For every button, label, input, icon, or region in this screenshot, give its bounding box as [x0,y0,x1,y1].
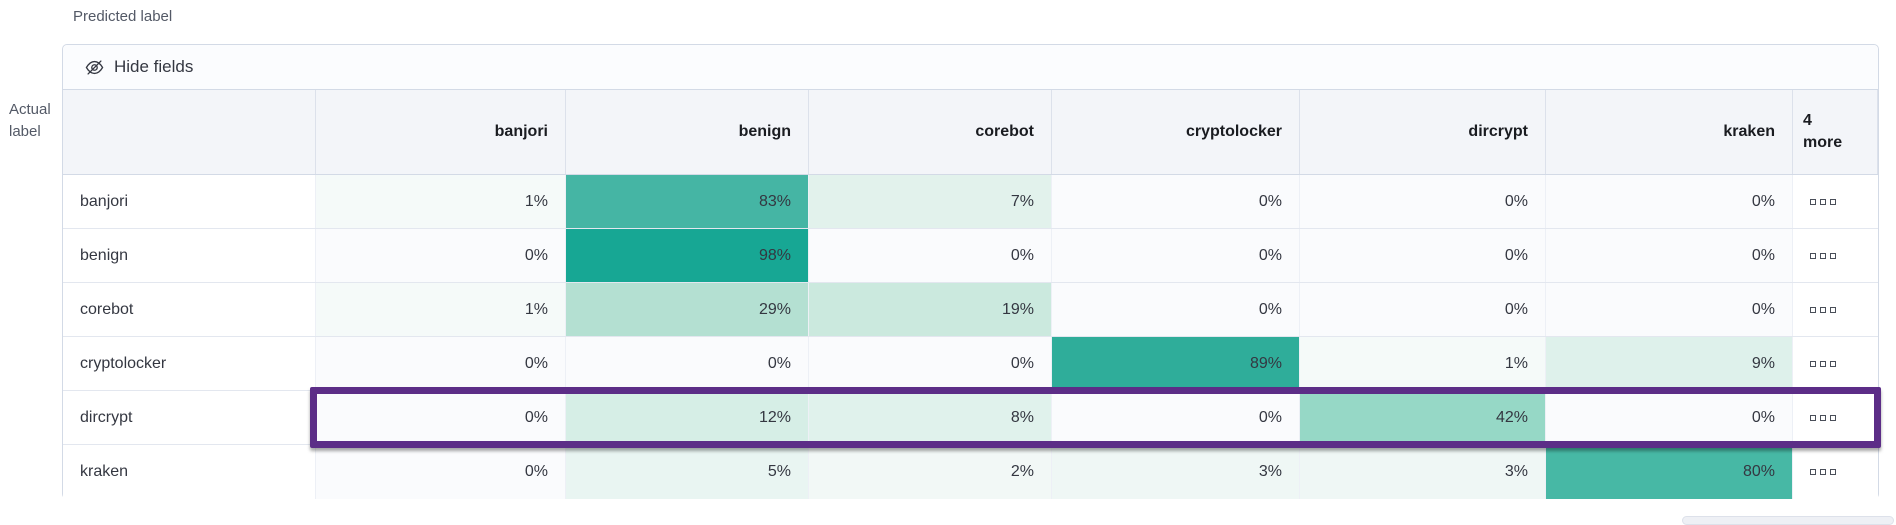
matrix-cell[interactable]: 83% [566,175,809,228]
matrix-cell[interactable]: 0% [1052,391,1300,444]
row-actions-button[interactable] [1793,337,1878,390]
row-label[interactable]: banjori [63,175,316,228]
matrix-cell[interactable]: 0% [1300,229,1546,282]
boxes-horizontal-icon [1810,252,1836,259]
matrix-cell[interactable]: 29% [566,283,809,336]
matrix-cell[interactable]: 3% [1052,445,1300,499]
matrix-cell[interactable]: 89% [1052,337,1300,390]
row-label[interactable]: benign [63,229,316,282]
matrix-cell[interactable]: 8% [809,391,1052,444]
matrix-cell[interactable]: 0% [316,229,566,282]
table-row-corebot: corebot 1% 29% 19% 0% 0% 0% [63,283,1878,337]
column-header-cryptolocker[interactable]: cryptolocker [1052,90,1300,174]
matrix-cell[interactable]: 42% [1300,391,1546,444]
column-header-benign[interactable]: benign [566,90,809,174]
matrix-cell[interactable]: 0% [809,337,1052,390]
matrix-cell[interactable]: 0% [1546,283,1793,336]
row-actions-button[interactable] [1793,175,1878,228]
more-columns-button[interactable]: 4 more [1793,90,1878,174]
matrix-cell[interactable]: 80% [1546,445,1793,499]
table-row-cryptolocker: cryptolocker 0% 0% 0% 89% 1% 9% [63,337,1878,391]
matrix-cell[interactable]: 5% [566,445,809,499]
boxes-horizontal-icon [1810,198,1836,205]
hide-fields-label: Hide fields [114,57,194,76]
matrix-cell[interactable]: 2% [809,445,1052,499]
row-actions-button[interactable] [1793,283,1878,336]
corner-header-cell [63,90,316,174]
matrix-cell[interactable]: 0% [1300,283,1546,336]
matrix-cell[interactable]: 0% [316,391,566,444]
confusion-matrix-grid: Hide fields banjori benign corebot crypt… [62,44,1879,499]
eye-closed-icon [85,58,104,77]
boxes-horizontal-icon [1810,360,1836,367]
hide-fields-button[interactable]: Hide fields [63,45,1878,90]
row-label[interactable]: cryptolocker [63,337,316,390]
matrix-cell[interactable]: 0% [1546,229,1793,282]
matrix-cell[interactable]: 19% [809,283,1052,336]
matrix-cell[interactable]: 0% [1052,229,1300,282]
table-row-benign: benign 0% 98% 0% 0% 0% 0% [63,229,1878,283]
column-header-dircrypt[interactable]: dircrypt [1300,90,1546,174]
matrix-cell[interactable]: 1% [1300,337,1546,390]
row-label[interactable]: dircrypt [63,391,316,444]
matrix-cell[interactable]: 0% [566,337,809,390]
actual-label-axis: Actual label [9,101,51,140]
predicted-label-axis: Predicted label [73,8,173,25]
matrix-cell[interactable]: 3% [1300,445,1546,499]
matrix-cell[interactable]: 0% [1546,175,1793,228]
matrix-cell[interactable]: 0% [1300,175,1546,228]
matrix-cell[interactable]: 0% [1546,391,1793,444]
matrix-cell[interactable]: 9% [1546,337,1793,390]
matrix-cell[interactable]: 98% [566,229,809,282]
matrix-cell[interactable]: 0% [1052,283,1300,336]
column-header-banjori[interactable]: banjori [316,90,566,174]
column-header-corebot[interactable]: corebot [809,90,1052,174]
matrix-cell[interactable]: 0% [316,445,566,499]
boxes-horizontal-icon [1810,414,1836,421]
row-actions-button[interactable] [1793,229,1878,282]
matrix-cell[interactable]: 1% [316,175,566,228]
boxes-horizontal-icon [1810,306,1836,313]
row-label[interactable]: corebot [63,283,316,336]
matrix-cell[interactable]: 0% [1052,175,1300,228]
matrix-cell[interactable]: 7% [809,175,1052,228]
row-actions-button[interactable] [1793,445,1878,499]
table-row-banjori: banjori 1% 83% 7% 0% 0% 0% [63,175,1878,229]
matrix-cell[interactable]: 1% [316,283,566,336]
column-header-kraken[interactable]: kraken [1546,90,1793,174]
matrix-cell[interactable]: 0% [809,229,1052,282]
boxes-horizontal-icon [1810,469,1836,475]
table-row-dircrypt: dircrypt 0% 12% 8% 0% 42% 0% [63,391,1878,445]
column-header-row: banjori benign corebot cryptolocker dirc… [63,90,1878,175]
matrix-cell[interactable]: 0% [316,337,566,390]
row-actions-button[interactable] [1793,391,1878,444]
table-row-kraken: kraken 0% 5% 2% 3% 3% 80% [63,445,1878,499]
matrix-cell[interactable]: 12% [566,391,809,444]
row-label[interactable]: kraken [63,445,316,499]
